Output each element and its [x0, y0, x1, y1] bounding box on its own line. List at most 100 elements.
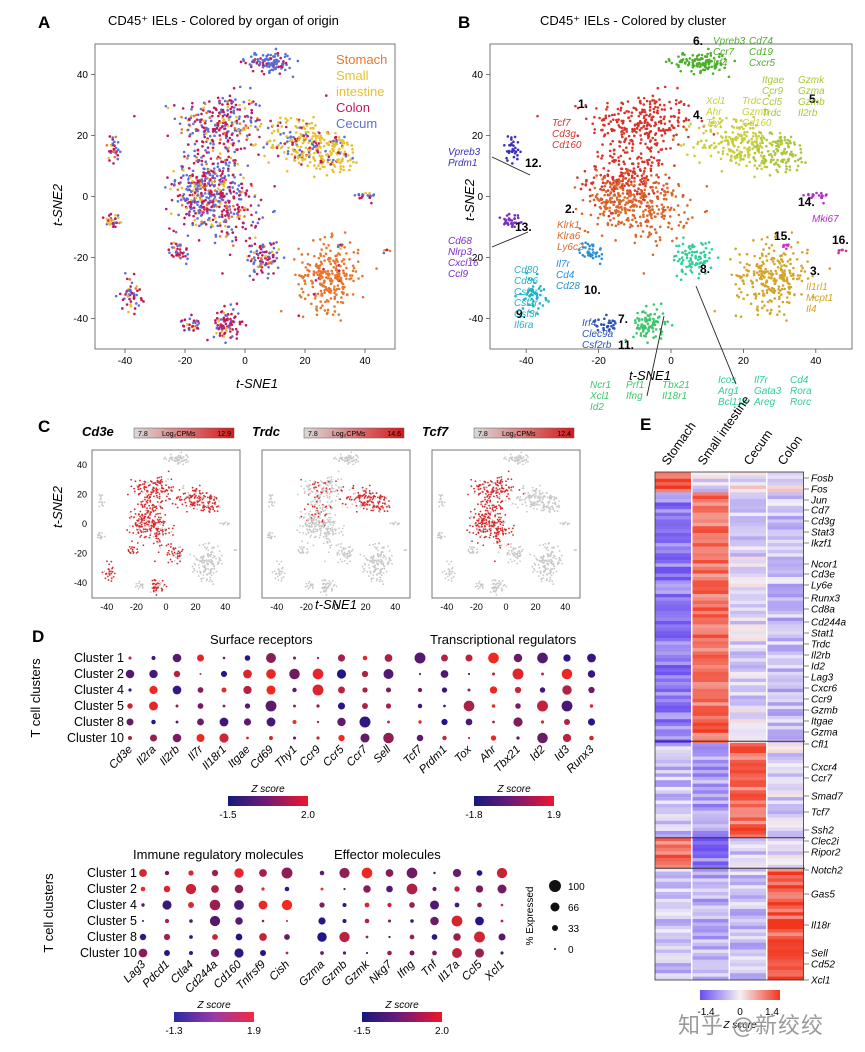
panel-b-point: [592, 251, 595, 254]
panel-b-cluster-number: 3.: [810, 264, 820, 278]
panel-a-point: [183, 318, 187, 322]
panel-c-point: [158, 539, 161, 541]
panel-c-point: [168, 527, 170, 530]
panel-b-point: [510, 225, 514, 228]
panel-b-ytick-label: 0: [477, 192, 483, 203]
panel-c-gene-name: Trdc: [252, 424, 281, 439]
panel-a-point: [180, 186, 184, 190]
panel-b-point: [639, 334, 643, 337]
panel-a-point: [300, 126, 303, 129]
panel-a-point: [204, 149, 207, 152]
panel-a-point: [279, 309, 283, 313]
panel-c-point: [149, 512, 152, 515]
panel-b-cluster-gene: Mki67: [812, 214, 839, 225]
panel-a-point: [218, 196, 222, 200]
panel-b-point: [511, 162, 514, 165]
panel-a-point: [252, 144, 255, 147]
panel-a-point: [209, 119, 213, 123]
panel-b-point: [756, 305, 759, 308]
panel-b-point: [509, 222, 513, 225]
panel-a-point: [215, 326, 219, 330]
panel-a-point: [221, 116, 224, 120]
panel-b-point: [772, 249, 776, 253]
panel-b-point: [753, 175, 756, 179]
panel-b-cluster-gene: Ly6c2: [557, 242, 584, 253]
panel-c-point: [155, 492, 157, 495]
panel-a-point: [227, 169, 230, 173]
panel-b-point: [752, 131, 755, 135]
panel-a-point: [221, 172, 224, 175]
panel-a-point: [186, 185, 190, 188]
panel-c-point: [221, 522, 224, 525]
panel-b-point: [624, 203, 627, 207]
panel-c-point: [173, 460, 176, 463]
panel-a-legend-entry: Small: [336, 68, 369, 83]
panel-b-point: [665, 197, 668, 201]
panel-a-point: [319, 300, 322, 303]
panel-a-point: [370, 201, 373, 205]
panel-a-point: [216, 96, 220, 100]
panel-b-point: [630, 114, 633, 118]
panel-c-point: [155, 527, 158, 530]
panel-c-point: [206, 552, 209, 555]
panel-b-point: [655, 141, 659, 145]
panel-b-point: [660, 108, 664, 111]
panel-a-point: [237, 217, 241, 220]
panel-b-point: [772, 158, 775, 162]
panel-b-point: [636, 190, 639, 193]
panel-a-point: [318, 282, 322, 286]
panel-b-point: [604, 190, 608, 193]
panel-b-point: [682, 125, 685, 129]
panel-a-point: [259, 122, 263, 126]
panel-b-point: [776, 170, 780, 174]
panel-a-point: [361, 274, 364, 278]
panel-b-point: [784, 264, 788, 268]
panel-b-point: [638, 183, 642, 186]
panel-b-point: [608, 206, 611, 210]
panel-b-point: [799, 156, 803, 160]
panel-a-point: [213, 127, 217, 131]
panel-c-point: [215, 496, 218, 499]
panel-b-point: [695, 62, 699, 65]
panel-b-point: [735, 294, 739, 297]
panel-c-point: [197, 500, 200, 503]
panel-a-point: [250, 224, 253, 227]
panel-c-point: [185, 510, 188, 513]
panel-b-point: [584, 183, 588, 186]
panel-a-point: [222, 167, 225, 170]
panel-b-point: [776, 163, 780, 167]
panel-a-point: [220, 125, 224, 128]
panel-b-point: [606, 131, 610, 135]
panel-a-point: [238, 208, 242, 212]
panel-a-point: [192, 161, 196, 165]
panel-c-frame: [261, 449, 411, 599]
panel-b-point: [503, 217, 506, 221]
panel-a-point: [205, 126, 208, 130]
panel-c-point: [191, 486, 194, 489]
panel-a-point: [218, 221, 222, 225]
panel-b-point: [646, 178, 650, 182]
panel-b-point: [767, 94, 771, 97]
panel-b-point: [666, 206, 670, 209]
panel-b-point: [541, 304, 545, 307]
panel-b-point: [596, 150, 599, 154]
panel-b-point: [785, 296, 789, 299]
panel-c-point: [152, 504, 155, 507]
panel-c-point: [178, 554, 181, 557]
panel-b-point: [676, 259, 680, 263]
panel-b-point: [750, 142, 754, 146]
panel-c-point: [108, 570, 111, 573]
panel-b-cluster-gene: Il7r: [754, 375, 769, 386]
panel-b-point: [603, 176, 607, 179]
panel-a-point: [304, 146, 308, 150]
panel-c-point: [199, 496, 202, 499]
panel-a-point: [345, 293, 349, 297]
panel-a-point: [212, 213, 215, 217]
panel-a-point: [309, 127, 313, 130]
panel-b-point: [663, 132, 667, 135]
panel-a-point: [299, 145, 303, 149]
panel-c-point: [198, 484, 201, 487]
panel-b-point: [650, 225, 654, 228]
panel-b-point: [663, 103, 666, 107]
